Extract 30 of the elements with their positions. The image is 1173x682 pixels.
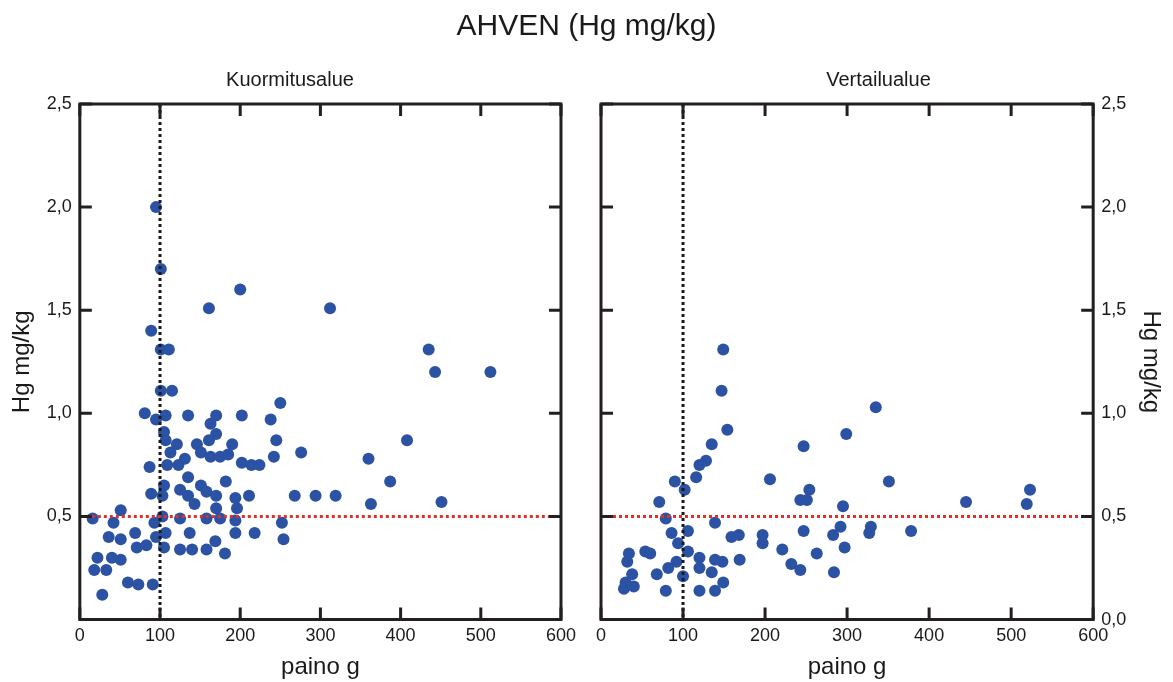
y-tick-label: 0,5: [46, 505, 72, 526]
y-tick-label: 1,0: [46, 402, 72, 423]
x-tick-label: 0: [596, 625, 607, 646]
y2-tick-label: 2,0: [1101, 196, 1127, 217]
y-axis-title: Hg mg/kg: [7, 310, 35, 414]
x-tick-label: 0: [74, 625, 85, 646]
x-tick-label: 300: [305, 625, 336, 646]
x-tick-label: 500: [465, 625, 496, 646]
y2-axis-title: Hg mg/kg: [1138, 310, 1166, 414]
x-tick-label: 100: [144, 625, 176, 646]
x-tick-label: 200: [225, 625, 256, 646]
x-axis-title: paino g: [807, 652, 887, 680]
y2-tick-label: 1,5: [1101, 299, 1127, 320]
x-axis-title: paino g: [281, 652, 360, 680]
x-tick-label: 600: [545, 625, 577, 646]
x-tick-label: 400: [385, 625, 416, 646]
x-tick-label: 300: [832, 625, 863, 646]
chart-subtitle: Kuormitusalue: [226, 67, 354, 90]
y-tick-label: 1,5: [46, 299, 72, 320]
x-tick-label: 200: [750, 625, 781, 646]
chart-title: AHVEN (Hg mg/kg): [455, 8, 718, 42]
y2-tick-label: 1,0: [1101, 402, 1127, 423]
chart-title: Vertailualue: [826, 67, 931, 90]
x-tick-label: 100: [668, 625, 699, 646]
x-tick-label: 500: [996, 625, 1027, 646]
y-tick-label: 2,0: [46, 196, 72, 217]
y-tick-label: 2,5: [46, 92, 72, 113]
y2-tick-label: 0,5: [1101, 505, 1127, 526]
x-tick-label: 400: [914, 625, 945, 646]
y2-tick-label: 2,5: [1101, 92, 1127, 113]
